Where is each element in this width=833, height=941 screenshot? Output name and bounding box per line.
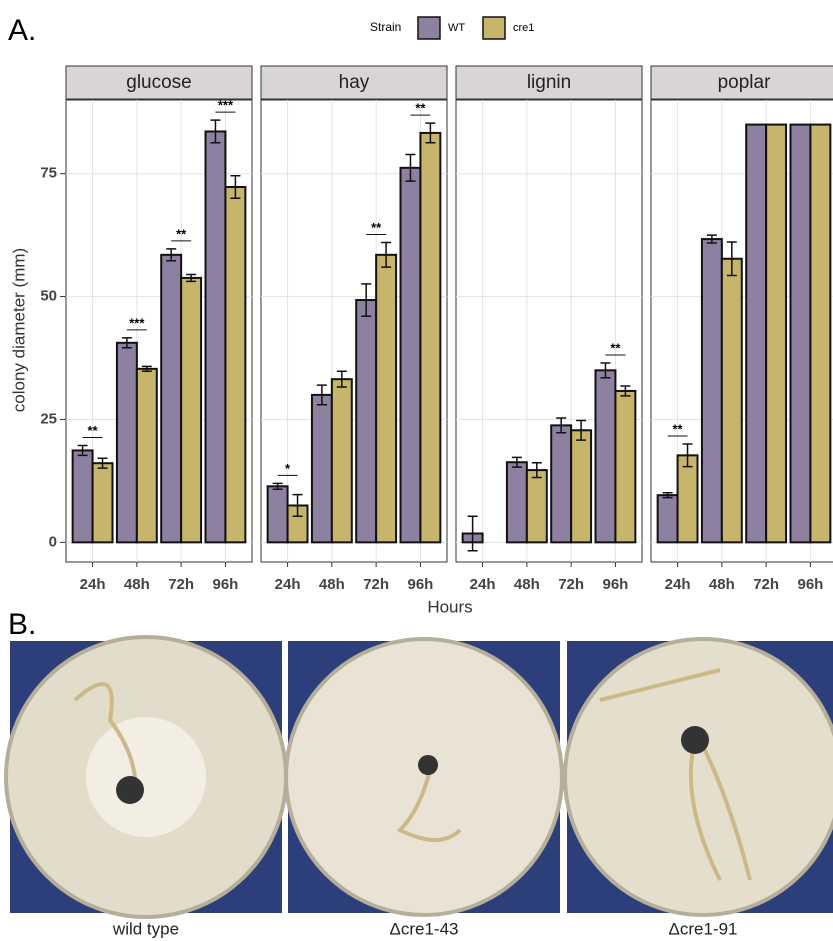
bar	[73, 450, 93, 542]
legend-label: cre1	[513, 22, 534, 34]
photo-caption: Δcre1-91	[669, 919, 738, 938]
photo	[6, 637, 286, 917]
bar	[181, 278, 201, 542]
y-tick-label: 0	[49, 533, 57, 550]
photo	[565, 639, 833, 915]
bar	[332, 379, 352, 542]
y-axis-title: colony diameter (mm)	[9, 248, 28, 412]
significance-label: **	[176, 226, 187, 241]
x-axis-title: Hours	[427, 597, 472, 616]
bar	[571, 430, 591, 542]
bar	[93, 463, 113, 542]
photo-caption: Δcre1-43	[390, 919, 459, 938]
bar	[161, 255, 181, 543]
legend-swatch	[418, 17, 440, 39]
bar	[810, 125, 830, 543]
bar	[722, 259, 742, 543]
bar	[527, 470, 547, 542]
bar	[702, 239, 722, 542]
facet-title: poplar	[718, 72, 771, 93]
x-tick-label: 96h	[602, 576, 628, 593]
x-tick-label: 96h	[212, 576, 238, 593]
significance-label: **	[415, 101, 426, 116]
panel-label: B.	[8, 608, 36, 641]
facet-title: lignin	[527, 72, 571, 93]
significance-label: ***	[218, 98, 234, 113]
bar	[225, 187, 245, 542]
bar	[596, 370, 616, 542]
x-tick-label: 24h	[80, 576, 106, 593]
bar	[356, 300, 376, 542]
bar	[117, 343, 137, 543]
legend-title: Strain	[370, 20, 401, 34]
bar	[507, 462, 527, 542]
significance-label: ***	[129, 315, 145, 330]
bar	[791, 125, 811, 543]
bar	[678, 455, 698, 542]
significance-label: **	[371, 220, 382, 235]
y-tick-label: 75	[40, 165, 57, 182]
x-tick-label: 48h	[124, 576, 150, 593]
bar	[312, 395, 332, 542]
significance-label: **	[673, 421, 684, 436]
facet-title: glucose	[126, 72, 192, 93]
x-tick-label: 72h	[753, 576, 779, 593]
x-tick-label: 48h	[319, 576, 345, 593]
x-tick-label: 72h	[558, 576, 584, 593]
page: A. Strain colony diameter (mm) Hours B. …	[0, 0, 833, 941]
legend-label: WT	[448, 22, 465, 34]
x-tick-label: 24h	[470, 576, 496, 593]
y-tick-label: 25	[40, 410, 57, 427]
bar	[658, 495, 678, 542]
bar	[420, 133, 440, 542]
y-tick-label: 50	[40, 288, 57, 305]
photo-caption: wild type	[112, 919, 179, 938]
x-tick-label: 96h	[407, 576, 433, 593]
legend-swatch	[483, 17, 505, 39]
figure: A. Strain colony diameter (mm) Hours B. …	[0, 0, 833, 941]
bar	[615, 391, 635, 542]
facet-title: hay	[339, 72, 370, 93]
x-tick-label: 48h	[514, 576, 540, 593]
significance-label: **	[88, 423, 99, 438]
significance-label: **	[610, 340, 621, 355]
x-tick-label: 24h	[275, 576, 301, 593]
x-tick-label: 72h	[168, 576, 194, 593]
bar	[746, 125, 766, 543]
bar	[766, 125, 786, 543]
x-tick-label: 96h	[797, 576, 823, 593]
bar	[551, 425, 571, 542]
bar	[268, 486, 288, 542]
photo	[286, 639, 562, 915]
bar	[137, 369, 157, 542]
x-tick-label: 24h	[665, 576, 691, 593]
x-tick-label: 48h	[709, 576, 735, 593]
bar	[206, 131, 226, 542]
bar	[401, 168, 421, 543]
panel-label: A.	[8, 14, 36, 47]
bar	[376, 255, 396, 543]
x-tick-label: 72h	[363, 576, 389, 593]
